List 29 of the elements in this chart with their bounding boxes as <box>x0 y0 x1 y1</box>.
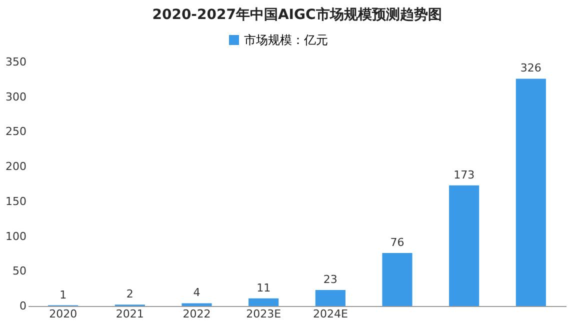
y-tick-label: 100 <box>6 230 26 243</box>
data-label: 11 <box>256 281 271 294</box>
y-tick-label: 50 <box>12 264 26 278</box>
y-tick-label: 300 <box>6 90 26 104</box>
y-tick-label: 350 <box>6 56 26 68</box>
bar <box>516 78 546 306</box>
bar <box>182 303 212 306</box>
x-tick-label: 2023E <box>246 308 282 320</box>
y-tick-label: 150 <box>6 194 26 208</box>
data-label: 326 <box>520 62 542 75</box>
data-label: 76 <box>390 236 404 250</box>
x-tick-label: 2021 <box>116 308 144 320</box>
data-label: 173 <box>454 168 475 182</box>
bar <box>382 253 412 306</box>
data-label: 2 <box>126 288 134 301</box>
data-label: 1 <box>60 288 67 302</box>
bar <box>315 290 346 306</box>
data-label: 4 <box>193 286 200 300</box>
y-tick-label: 250 <box>6 125 26 138</box>
x-tick-label: 2020 <box>49 308 78 320</box>
x-tick-label: 2022 <box>182 308 211 320</box>
chart-title: 2020-2027年中国AIGC市场规模预测趋势图 <box>152 6 442 23</box>
y-tick-label: 200 <box>6 160 26 174</box>
data-label: 23 <box>323 272 338 286</box>
legend-label: 市场规模：亿元 <box>244 33 328 47</box>
bar <box>449 185 480 306</box>
y-tick-label: 0 <box>20 300 26 312</box>
bar <box>248 298 279 306</box>
x-tick-label: 2024E <box>312 308 348 320</box>
